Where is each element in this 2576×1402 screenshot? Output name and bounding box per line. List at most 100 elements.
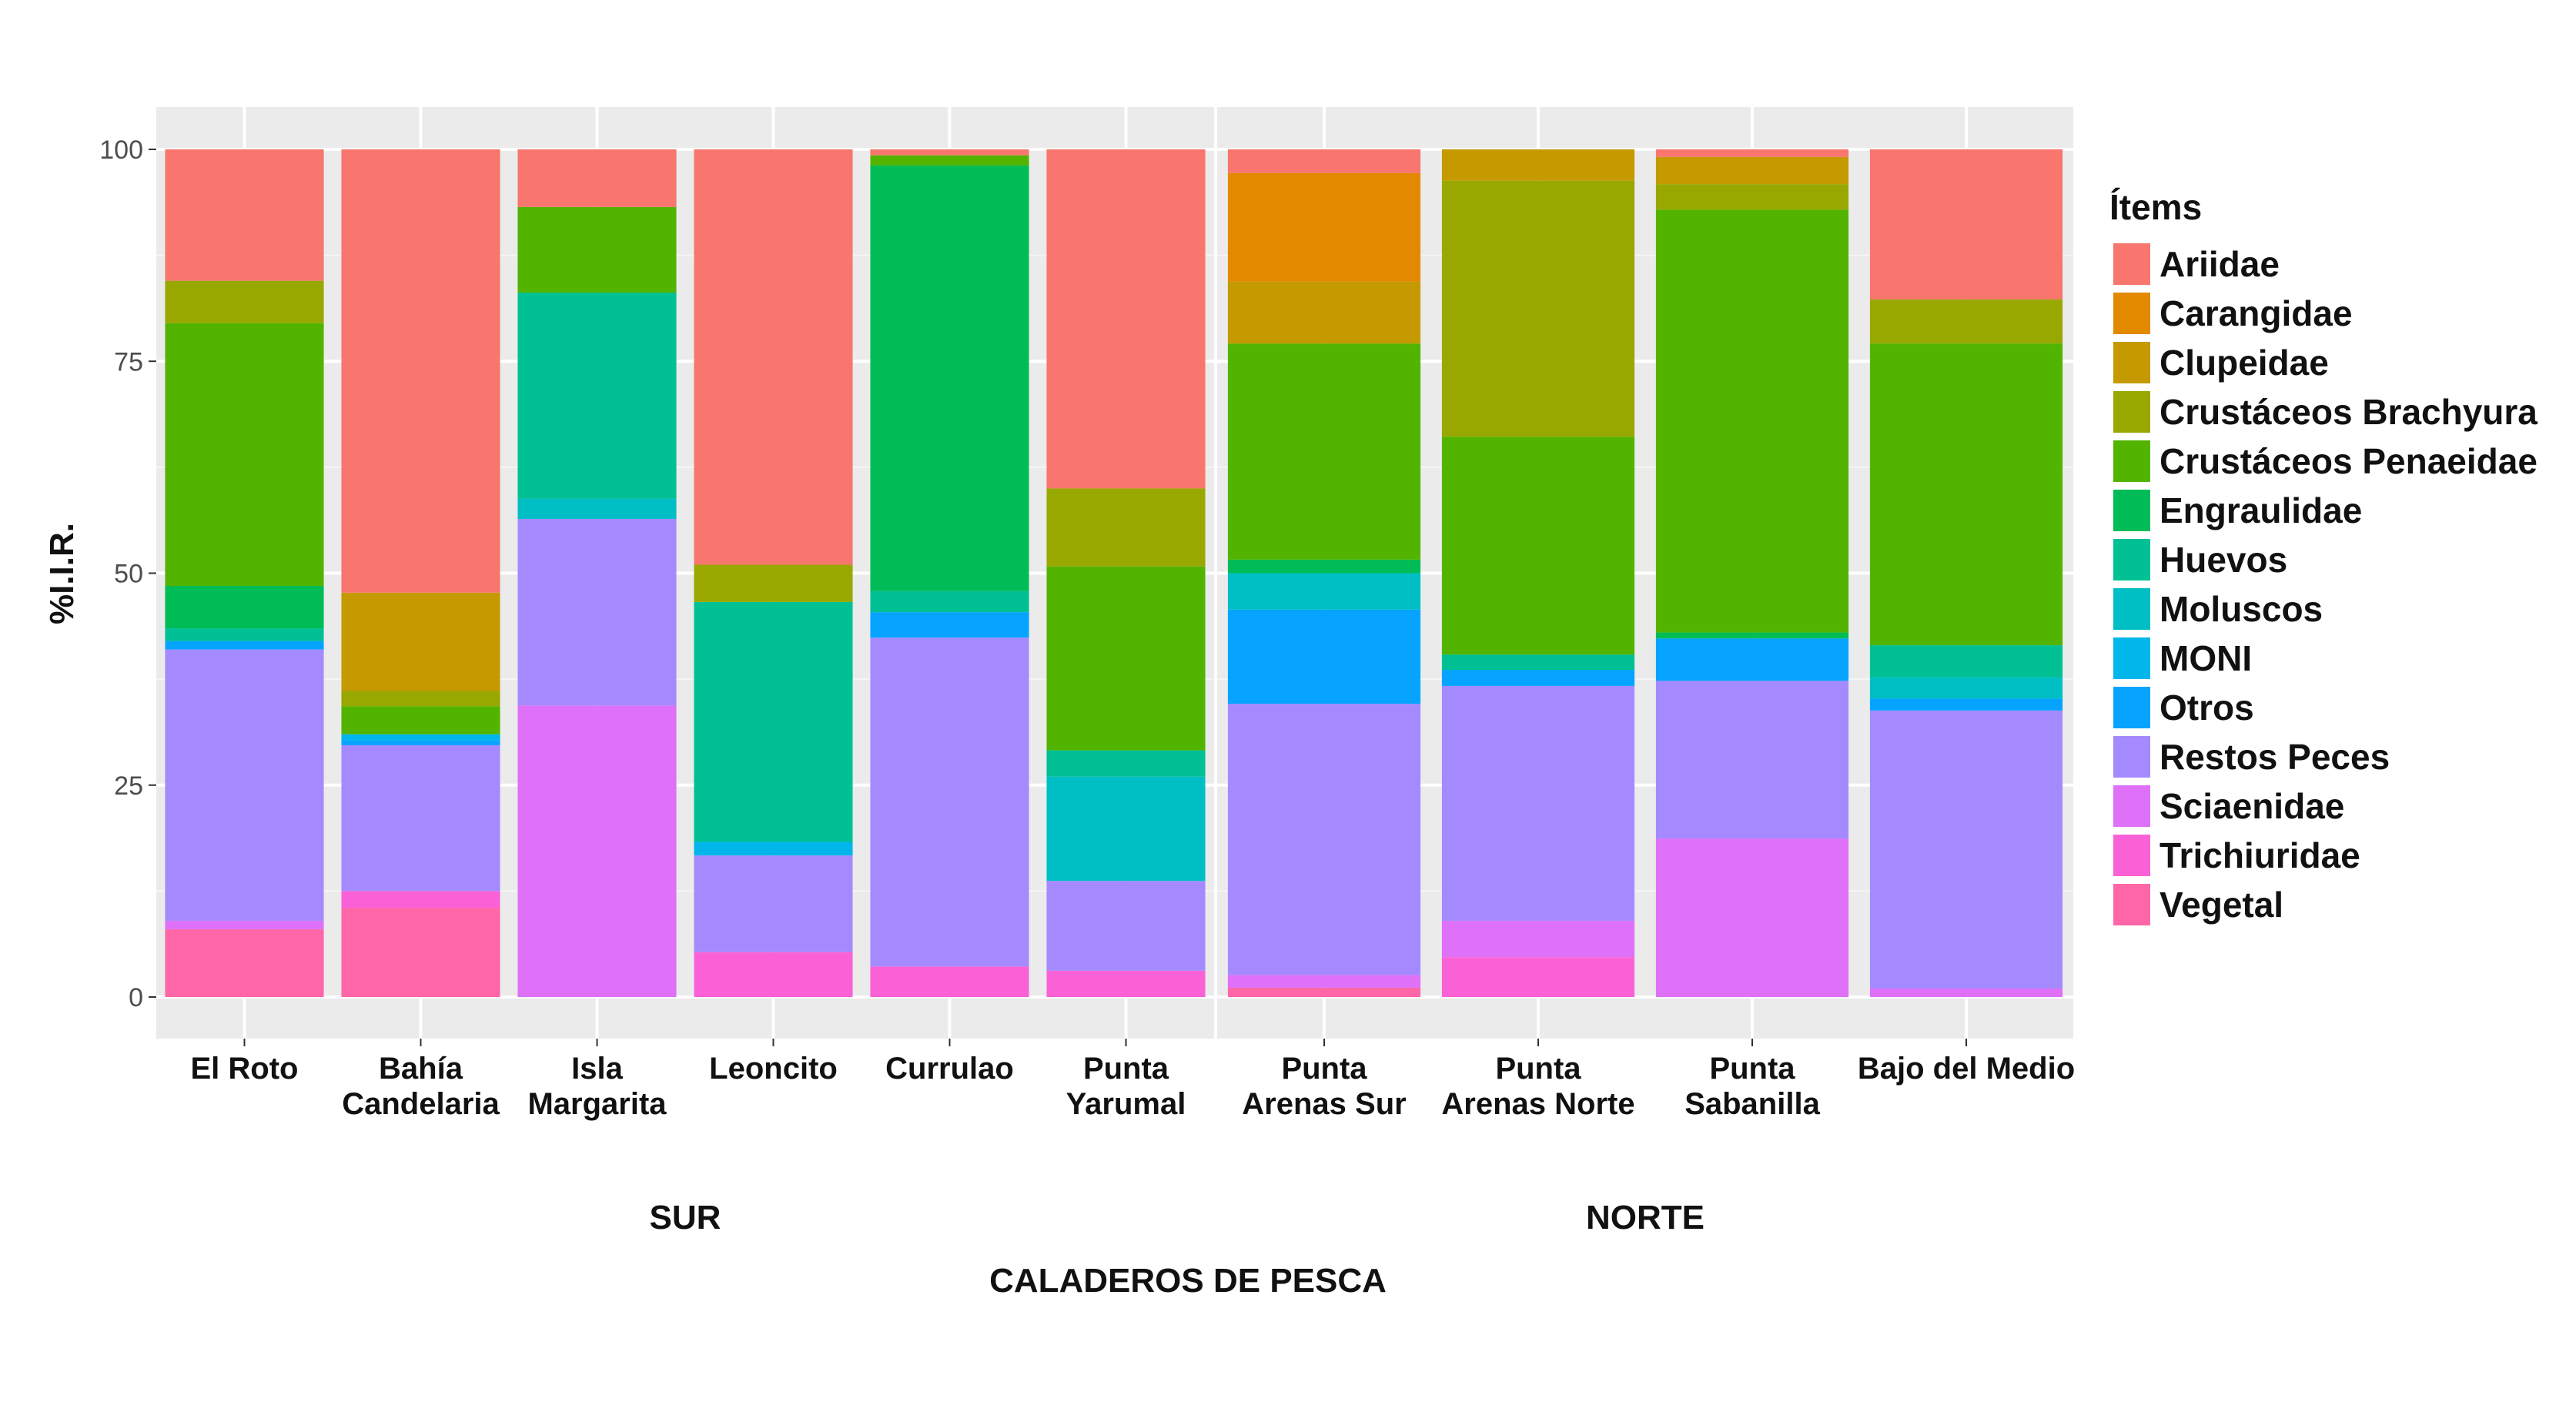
x-tick-label: Bahía <box>379 1052 463 1086</box>
legend-title: Ítems <box>2109 187 2202 227</box>
bar-segment <box>1441 149 1635 181</box>
bar-segment <box>1655 184 1849 210</box>
bar-segment <box>165 323 324 587</box>
bar-segment <box>1869 988 2063 997</box>
bar-segment <box>165 280 324 323</box>
bar-segment <box>1655 838 1849 997</box>
bar-segment <box>1441 957 1635 997</box>
bar-segment <box>1869 299 2063 344</box>
x-tick-label: Margarita <box>527 1087 667 1121</box>
bar-segment <box>1869 710 2063 989</box>
legend-swatch <box>2113 736 2150 778</box>
legend-label: Carangidae <box>2159 293 2353 333</box>
y-tick-label: 0 <box>129 983 143 1012</box>
x-tick-label: Yarumal <box>1066 1087 1186 1121</box>
bar-segment <box>341 908 500 997</box>
bar-segment <box>870 612 1029 638</box>
x-tick-label: Arenas Sur <box>1242 1087 1406 1121</box>
bar-segment <box>1441 670 1635 686</box>
bar-segment <box>694 149 853 565</box>
bar-segment <box>165 586 324 629</box>
bar-segment <box>1441 920 1635 958</box>
bar-segment <box>1441 180 1635 437</box>
bar-segment <box>165 920 324 929</box>
bar-segment <box>517 149 677 207</box>
bar-segment <box>870 165 1029 591</box>
legend-label: Moluscos <box>2159 589 2323 629</box>
bar-segment <box>870 149 1029 156</box>
legend-label: Huevos <box>2159 540 2287 580</box>
bar-segment <box>1869 149 2063 299</box>
bar-segment <box>341 734 500 741</box>
bar-segment <box>1227 573 1421 610</box>
x-tick-label: Currulao <box>885 1052 1014 1086</box>
bar-segment <box>165 649 324 921</box>
legend-swatch <box>2113 293 2150 334</box>
bar-segment <box>694 842 853 856</box>
legend-swatch <box>2113 243 2150 285</box>
legend-label: Otros <box>2159 688 2254 728</box>
bar-segment <box>870 966 1029 997</box>
bar-segment <box>1227 975 1421 988</box>
legend-label: Vegetal <box>2159 885 2283 925</box>
legend-label: Trichiuridae <box>2159 835 2360 875</box>
x-tick-label: Punta <box>1083 1052 1169 1086</box>
bar-segment <box>1869 645 2063 678</box>
legend-label: Crustáceos Brachyura <box>2159 392 2538 432</box>
bar-segment <box>870 155 1029 166</box>
bar-segment <box>1227 172 1421 282</box>
bar-segment <box>1655 638 1849 681</box>
bar-segment <box>694 952 853 997</box>
bar-segment <box>870 637 1029 967</box>
x-tick-label: Bajo del Medio <box>1858 1052 2075 1086</box>
bar-segment <box>341 891 500 908</box>
legend-label: Ariidae <box>2159 244 2280 284</box>
bar-segment <box>165 929 324 997</box>
bar-segment <box>1227 987 1421 997</box>
y-tick-label: 100 <box>99 136 143 165</box>
legend-swatch <box>2113 637 2150 679</box>
bar-segment <box>1869 698 2063 711</box>
bar-segment <box>1655 209 1849 633</box>
bar-segment <box>517 206 677 293</box>
bar-segment <box>1441 685 1635 921</box>
bar-segment <box>165 149 324 281</box>
facet-label: NORTE <box>1586 1199 1705 1236</box>
bar-segment <box>870 591 1029 613</box>
legend-swatch <box>2113 687 2150 728</box>
bar-segment <box>1046 149 1206 489</box>
y-axis-title: %I.I.R. <box>43 523 81 624</box>
x-tick-label: Punta <box>1709 1052 1795 1086</box>
bar-segment <box>1227 559 1421 574</box>
legend-swatch <box>2113 785 2150 827</box>
bar-segment <box>165 641 324 650</box>
bar-segment <box>341 740 500 746</box>
y-tick-label: 25 <box>114 771 143 801</box>
bar-segment <box>1869 343 2063 646</box>
bar-segment <box>694 564 853 602</box>
bar-segment <box>1046 776 1206 882</box>
bar-segment <box>1227 609 1421 704</box>
y-tick-label: 75 <box>114 347 143 376</box>
x-tick-label: Punta <box>1281 1052 1367 1086</box>
bar-segment <box>1046 881 1206 971</box>
legend-swatch <box>2113 539 2150 581</box>
bar-segment <box>1441 654 1635 671</box>
legend-swatch <box>2113 391 2150 433</box>
bar-segment <box>1046 970 1206 997</box>
bar-segment <box>341 745 500 892</box>
legend-swatch <box>2113 490 2150 531</box>
legend-label: Crustáceos Penaeidae <box>2159 441 2538 481</box>
bar-segment <box>1441 437 1635 655</box>
legend-label: Engraulidae <box>2159 490 2362 530</box>
legend-swatch <box>2113 440 2150 482</box>
bar-segment <box>1655 156 1849 185</box>
bar-segment <box>341 691 500 707</box>
legend-swatch <box>2113 884 2150 925</box>
bar-segment <box>517 705 677 997</box>
bar-segment <box>694 855 853 952</box>
facet-label: SUR <box>650 1199 721 1236</box>
bar-segment <box>1046 750 1206 777</box>
x-tick-label: Punta <box>1495 1052 1581 1086</box>
